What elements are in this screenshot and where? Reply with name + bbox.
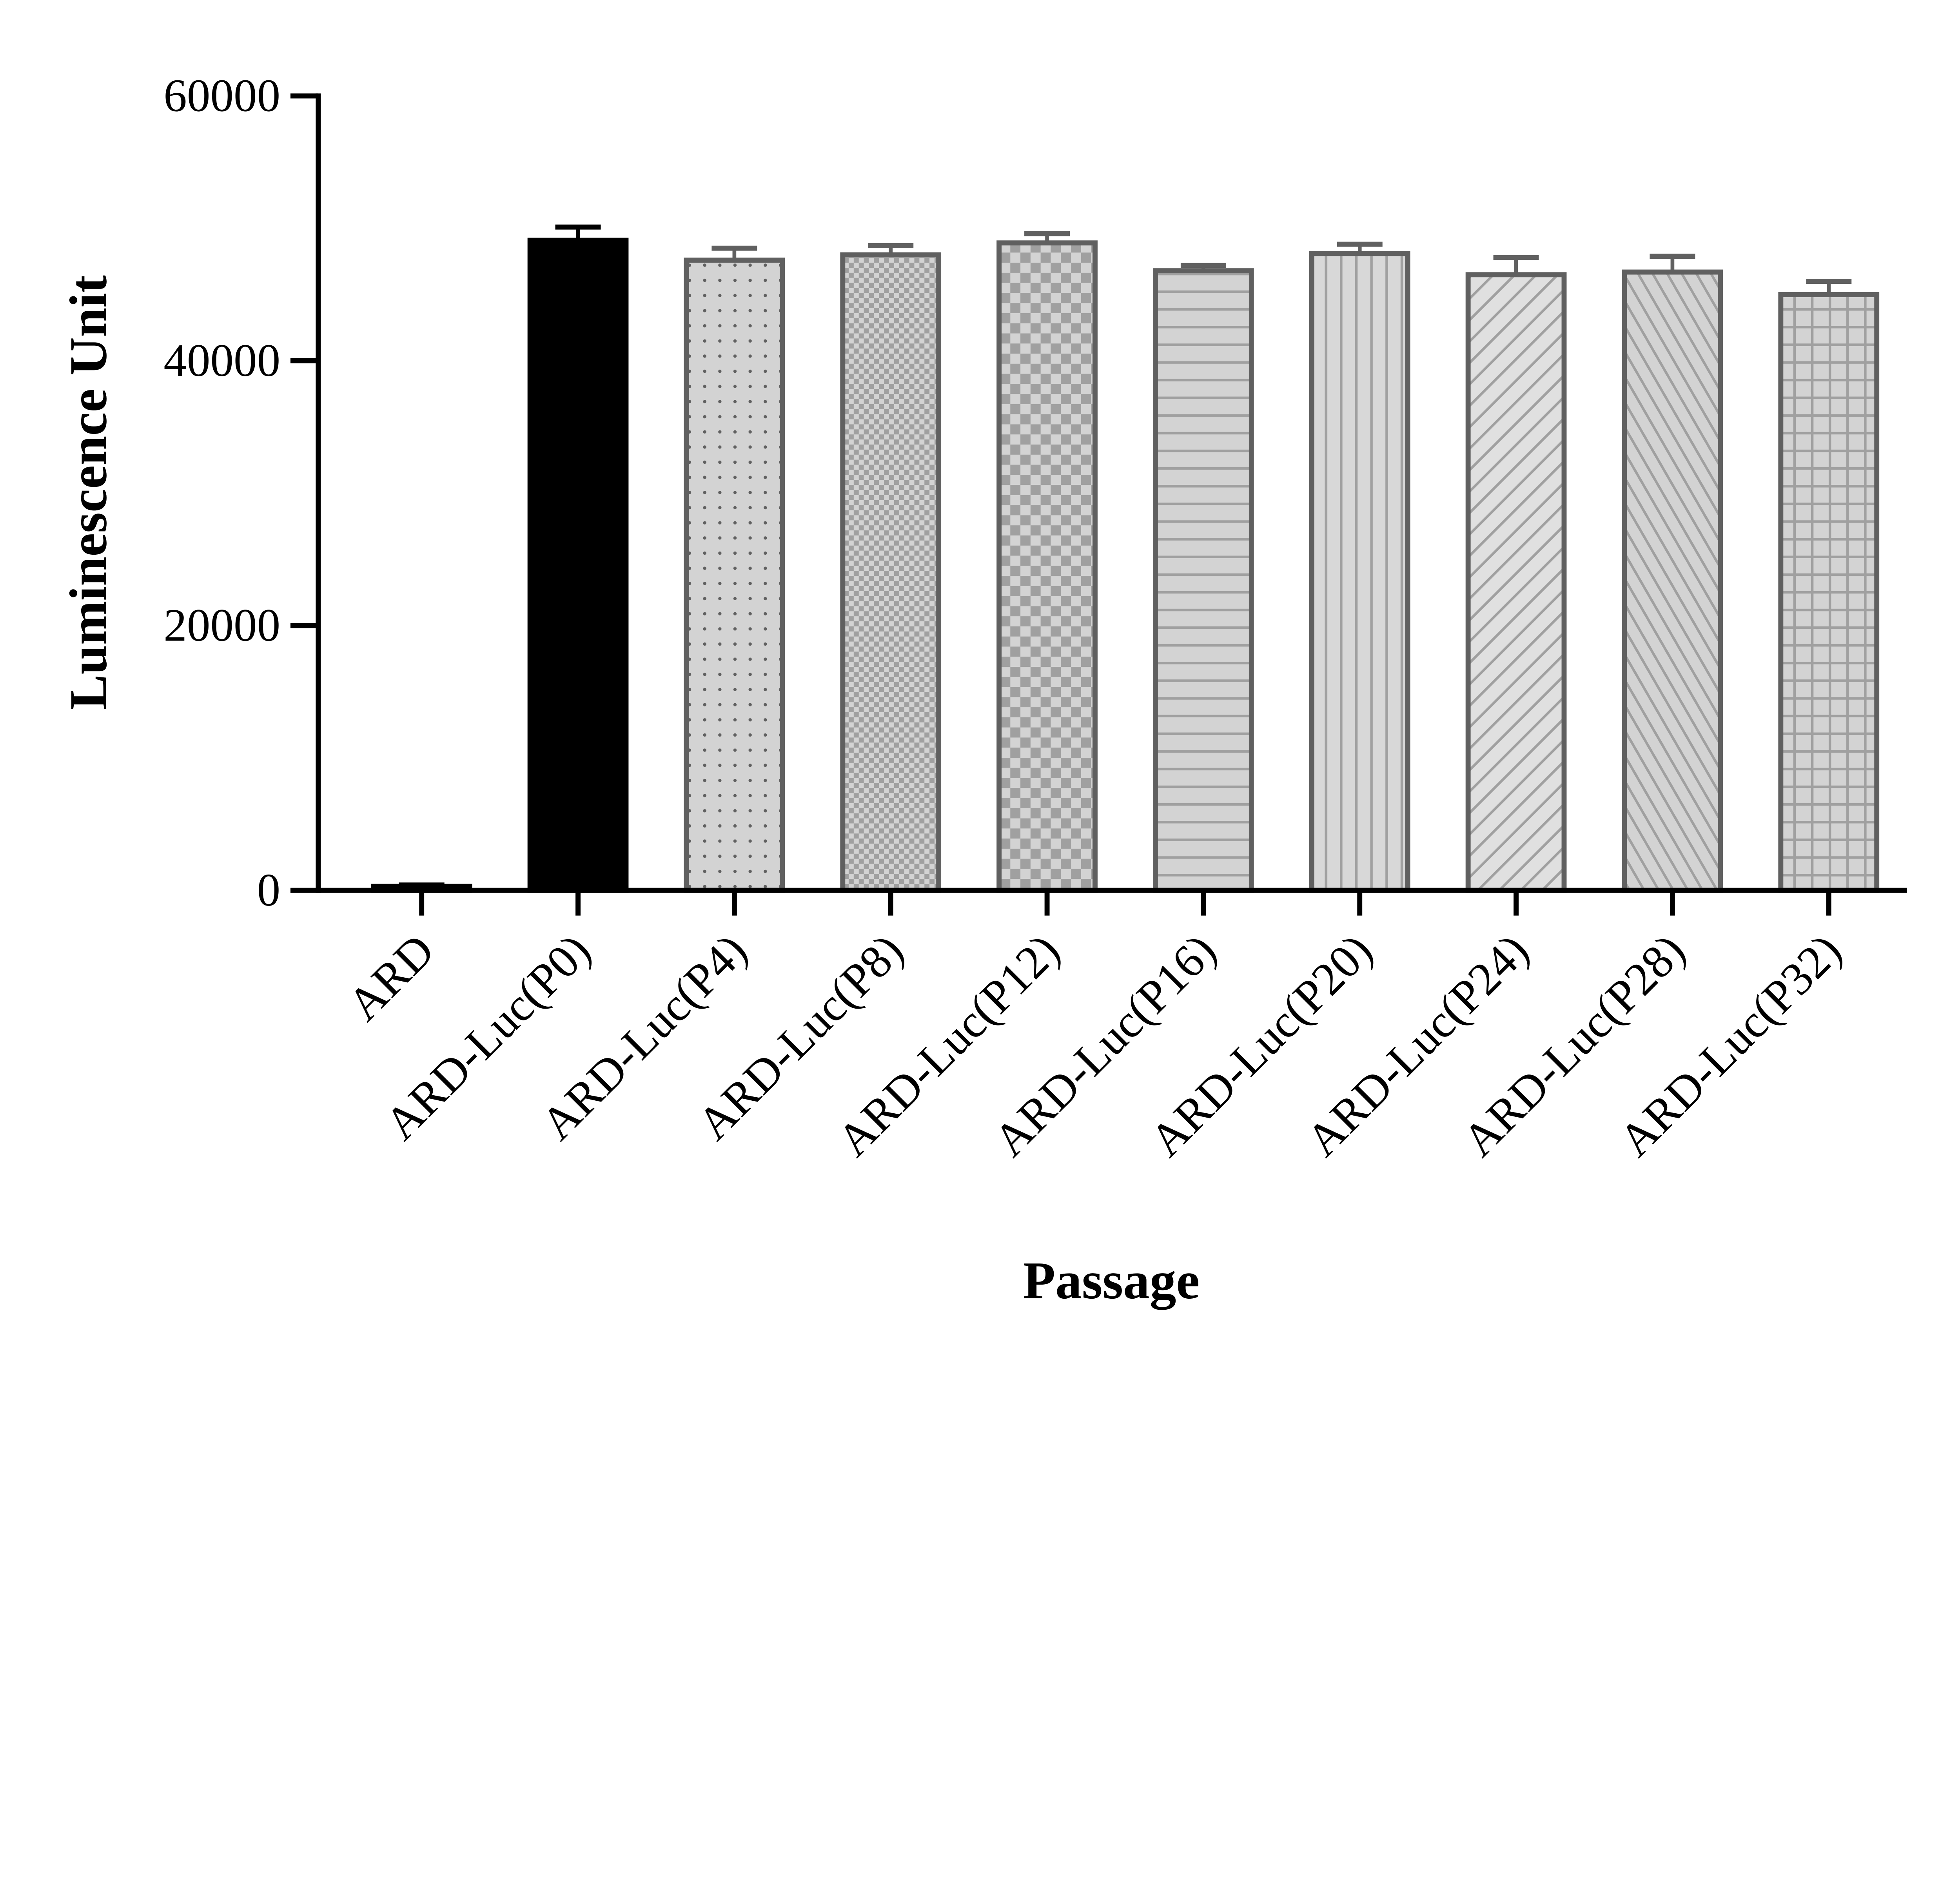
y-tick-label: 60000 xyxy=(163,70,280,122)
y-axis-label: Luminescence Unit xyxy=(59,275,118,710)
x-axis-label: Passage xyxy=(1023,1251,1200,1310)
bar xyxy=(527,238,629,893)
bar xyxy=(1778,292,1880,893)
y-tick-label: 20000 xyxy=(163,599,280,651)
bar xyxy=(1465,272,1567,893)
bar xyxy=(996,240,1098,893)
bar xyxy=(840,252,942,893)
bar xyxy=(1622,269,1723,893)
bars-group xyxy=(371,224,1880,893)
bar xyxy=(1309,251,1410,893)
x-tick-label: ARD xyxy=(338,924,444,1030)
y-tick-label: 40000 xyxy=(163,334,280,386)
bar xyxy=(684,258,785,893)
bar xyxy=(1153,268,1254,893)
y-tick-label: 0 xyxy=(257,864,281,916)
bar-chart: ARDARD-Luc(P0)ARD-Luc(P4)ARD-Luc(P8)ARD-… xyxy=(59,70,1907,1310)
